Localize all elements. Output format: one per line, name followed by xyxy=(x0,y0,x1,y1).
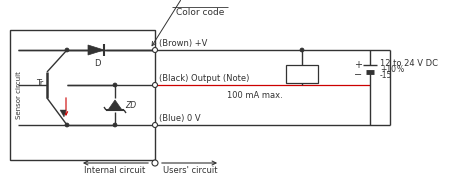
Text: D: D xyxy=(94,59,100,68)
Text: +: + xyxy=(354,60,362,70)
Text: Internal circuit: Internal circuit xyxy=(85,166,146,175)
Text: -15: -15 xyxy=(380,71,392,80)
Text: Sensor circuit: Sensor circuit xyxy=(16,71,22,119)
Text: (Blue) 0 V: (Blue) 0 V xyxy=(159,114,201,123)
Text: Load: Load xyxy=(292,69,312,78)
Text: Tr: Tr xyxy=(36,78,43,87)
Circle shape xyxy=(113,83,117,87)
Bar xyxy=(10,30,155,160)
Circle shape xyxy=(65,48,69,52)
Text: (Black) Output (Note): (Black) Output (Note) xyxy=(159,74,249,83)
Circle shape xyxy=(65,123,69,127)
Text: (Brown) +V: (Brown) +V xyxy=(159,39,207,48)
Polygon shape xyxy=(60,110,66,117)
Text: Users' circuit: Users' circuit xyxy=(163,166,217,175)
Text: Color code: Color code xyxy=(176,8,224,17)
Circle shape xyxy=(113,123,117,127)
Text: 100 mA max.: 100 mA max. xyxy=(227,91,283,100)
Bar xyxy=(286,65,318,83)
Circle shape xyxy=(153,82,158,87)
Text: ZD: ZD xyxy=(125,100,136,109)
Text: %: % xyxy=(397,64,404,73)
Circle shape xyxy=(153,48,158,53)
Polygon shape xyxy=(108,100,122,110)
Text: 12 to 24 V DC: 12 to 24 V DC xyxy=(380,60,438,69)
Circle shape xyxy=(300,48,304,52)
Text: −: − xyxy=(354,70,362,80)
Polygon shape xyxy=(88,45,104,55)
Circle shape xyxy=(153,123,158,127)
Text: +10: +10 xyxy=(380,66,396,75)
Circle shape xyxy=(152,160,158,166)
